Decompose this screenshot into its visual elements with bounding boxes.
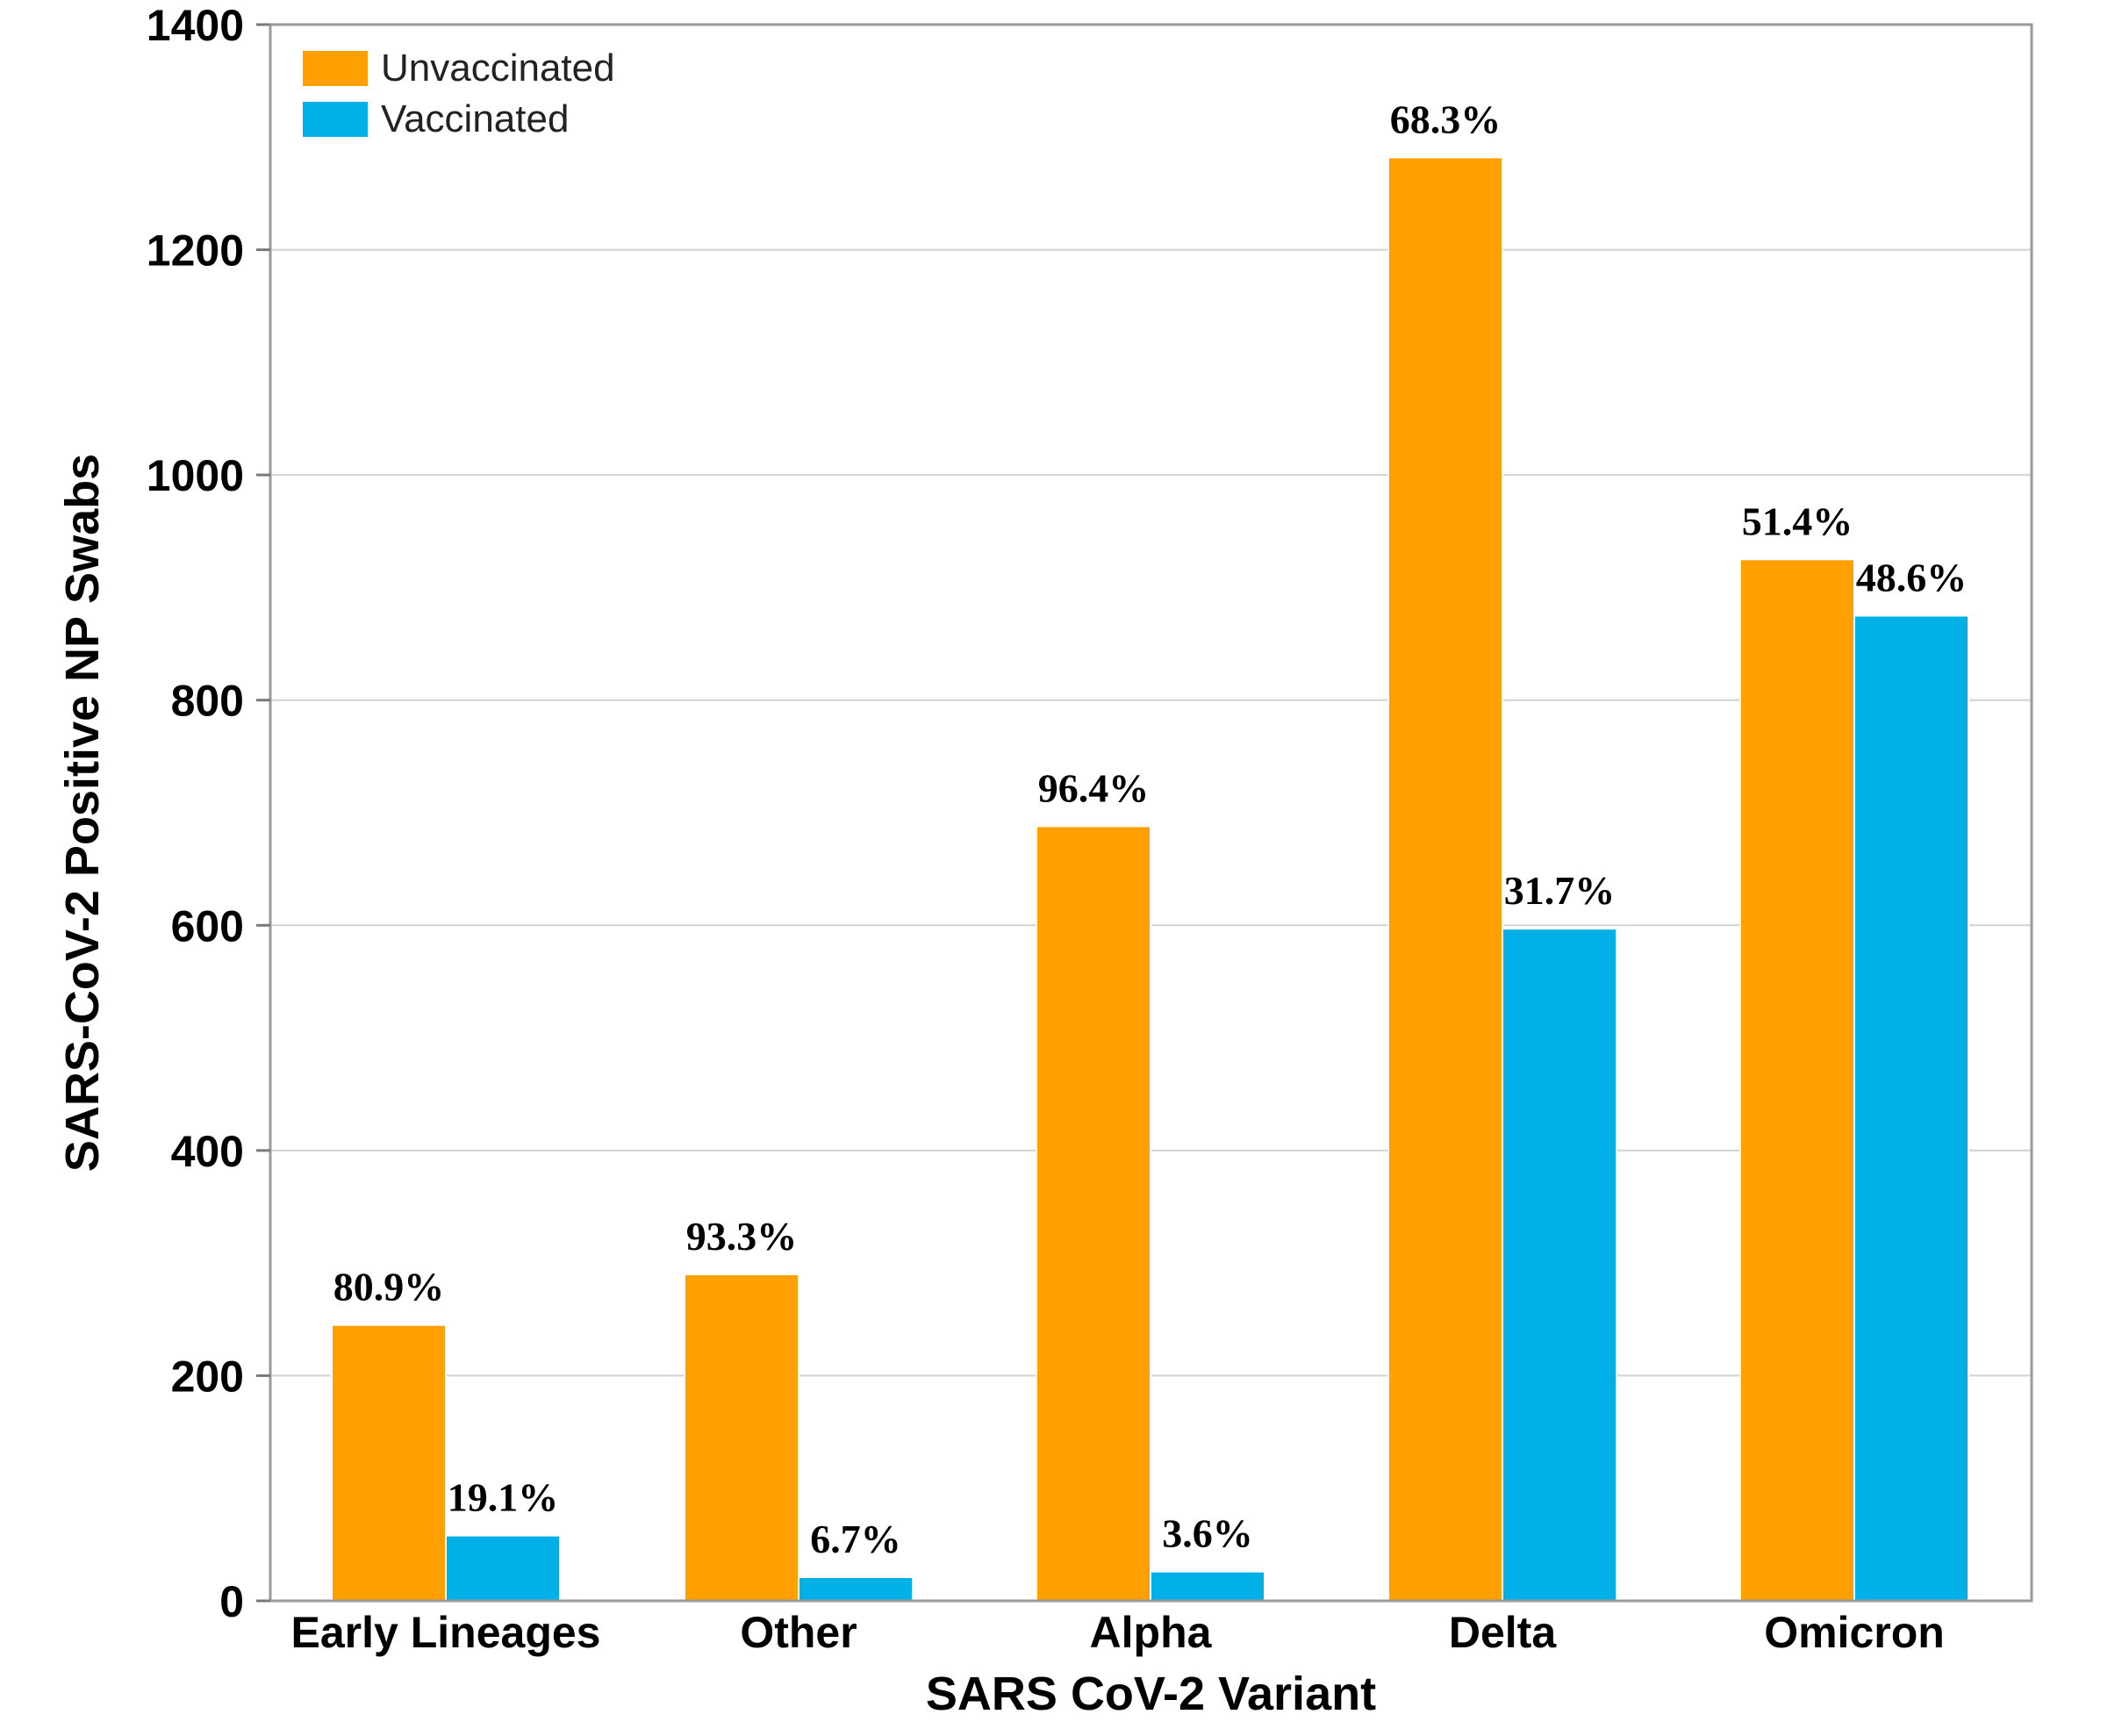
y-tick-label-1200: 1200	[147, 226, 244, 276]
y-tick-label-1000: 1000	[147, 451, 244, 500]
bar-unvaccinated-1	[684, 1273, 799, 1602]
bar-vaccinated-1	[798, 1576, 914, 1603]
y-tick-label-200: 200	[171, 1352, 244, 1401]
y-tick-label-1400: 1400	[147, 1, 244, 50]
bar-vaccinated-3	[1502, 928, 1617, 1602]
data-label-vaccinated-4: 48.6%	[1856, 556, 1968, 600]
y-tick-label-600: 600	[171, 901, 244, 950]
legend-label-unvaccinated: Unvaccinated	[381, 47, 615, 90]
y-axis-title: SARS-CoV-2 Positive NP Swabs	[56, 454, 109, 1172]
y-tick-label-400: 400	[171, 1127, 244, 1176]
x-axis-title: SARS CoV-2 Variant	[926, 1668, 1376, 1720]
bar-vaccinated-2	[1150, 1570, 1265, 1603]
x-tick-label-4: Omicron	[1764, 1608, 1945, 1657]
x-tick-label-0: Early Lineages	[291, 1608, 601, 1657]
bar-unvaccinated-0	[331, 1324, 447, 1602]
bar-unvaccinated-2	[1036, 825, 1151, 1602]
bar-unvaccinated-4	[1739, 558, 1855, 1602]
data-label-unvaccinated-4: 51.4%	[1742, 499, 1853, 543]
legend: Unvaccinated Vaccinated	[303, 47, 615, 140]
plot-frame	[269, 23, 2033, 1603]
data-label-unvaccinated-1: 93.3%	[686, 1214, 798, 1259]
data-label-vaccinated-3: 31.7%	[1504, 868, 1616, 913]
x-axis-ticks: Early Lineages Other Alpha Delta Omicron	[291, 1608, 1945, 1657]
bar-vaccinated-0	[445, 1534, 561, 1602]
bar-unvaccinated-3	[1387, 156, 1503, 1602]
y-tick-label-800: 800	[171, 677, 244, 726]
bar-vaccinated-4	[1853, 614, 1969, 1602]
bars	[331, 156, 1969, 1603]
data-labels: 80.9% 93.3% 96.4% 68.3% 51.4% 19.1% 6.7% 3.6% 31…	[333, 97, 1968, 1561]
data-label-unvaccinated-2: 96.4%	[1038, 765, 1150, 810]
x-tick-label-3: Delta	[1449, 1608, 1557, 1657]
data-label-unvaccinated-3: 68.3%	[1390, 97, 1502, 141]
legend-label-vaccinated: Vaccinated	[381, 97, 569, 140]
data-label-vaccinated-2: 3.6%	[1162, 1511, 1253, 1556]
x-tick-label-1: Other	[740, 1608, 857, 1657]
y-axis-ticks: 0 200 400 600 800 1000 1200 1400	[147, 1, 270, 1626]
x-tick-label-2: Alpha	[1090, 1608, 1213, 1657]
y-tick-label-0: 0	[219, 1577, 244, 1626]
legend-swatch-vaccinated	[303, 102, 368, 137]
data-label-vaccinated-0: 19.1%	[448, 1475, 559, 1520]
data-label-unvaccinated-0: 80.9%	[333, 1265, 445, 1309]
data-label-vaccinated-1: 6.7%	[810, 1517, 901, 1561]
legend-swatch-unvaccinated	[303, 51, 368, 86]
